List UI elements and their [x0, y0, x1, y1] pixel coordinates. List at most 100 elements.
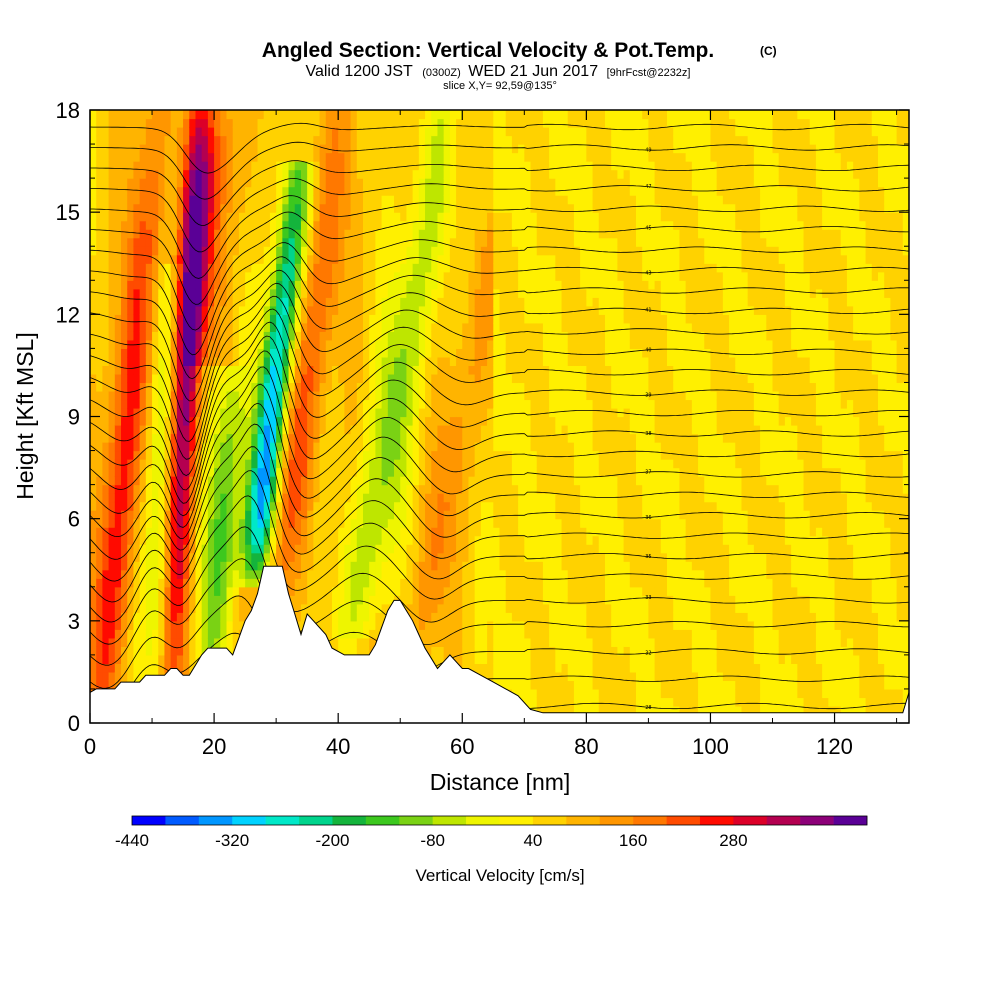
velocity-cell	[145, 203, 153, 213]
velocity-cell	[263, 271, 271, 281]
velocity-cell	[493, 671, 501, 682]
velocity-cell	[480, 229, 488, 239]
velocity-cell	[468, 620, 476, 630]
velocity-cell	[487, 467, 494, 477]
velocity-cell	[412, 220, 420, 230]
velocity-cell	[232, 229, 240, 239]
velocity-cell	[449, 425, 457, 435]
velocity-cell	[511, 297, 519, 307]
velocity-cell	[325, 356, 333, 367]
velocity-cell	[183, 425, 190, 435]
velocity-cell	[325, 459, 333, 469]
velocity-cell	[152, 663, 159, 673]
velocity-cell	[325, 152, 333, 162]
velocity-cell	[108, 459, 116, 469]
velocity-cell	[201, 493, 209, 503]
velocity-cell	[176, 612, 184, 622]
velocity-cell	[189, 110, 197, 120]
velocity-cell	[443, 586, 451, 596]
velocity-cell	[431, 169, 439, 179]
velocity-cell	[158, 314, 166, 324]
velocity-cell	[294, 110, 302, 120]
velocity-cell	[176, 110, 184, 120]
velocity-cell	[406, 331, 414, 341]
velocity-cell	[487, 646, 494, 656]
velocity-cell	[207, 416, 215, 426]
velocity-cell	[96, 356, 103, 367]
velocity-cell	[381, 510, 389, 520]
velocity-cell	[158, 169, 166, 179]
velocity-cell	[344, 382, 352, 392]
velocity-cell	[139, 280, 147, 290]
velocity-cell	[176, 373, 184, 384]
velocity-cell	[114, 246, 122, 256]
velocity-cell	[294, 476, 302, 486]
velocity-cell	[381, 382, 389, 392]
velocity-cell	[474, 569, 482, 579]
velocity-cell	[108, 127, 116, 137]
velocity-cell	[226, 237, 234, 247]
velocity-cell	[381, 271, 389, 281]
velocity-cell	[437, 144, 445, 154]
velocity-cell	[331, 493, 339, 503]
velocity-cell	[499, 467, 507, 477]
velocity-cell	[251, 365, 259, 375]
velocity-cell	[462, 178, 470, 188]
velocity-cell	[406, 544, 414, 554]
velocity-cell	[307, 535, 314, 545]
velocity-cell	[511, 212, 519, 222]
velocity-cell	[90, 382, 97, 392]
velocity-cell	[121, 135, 128, 145]
velocity-cell	[443, 416, 451, 426]
velocity-cell	[480, 612, 488, 622]
velocity-cell	[226, 569, 234, 579]
velocity-cell	[468, 586, 476, 596]
velocity-cell	[251, 501, 259, 511]
velocity-cell	[189, 348, 197, 358]
velocity-cell	[238, 237, 246, 247]
velocity-cell	[443, 220, 451, 230]
velocity-cell	[499, 493, 507, 503]
velocity-cell	[449, 280, 457, 290]
velocity-cell	[232, 356, 240, 367]
velocity-cell	[145, 135, 153, 145]
velocity-cell	[412, 425, 420, 435]
velocity-cell	[456, 518, 463, 528]
velocity-cell	[189, 118, 197, 128]
velocity-cell	[369, 535, 376, 545]
velocity-cell	[406, 220, 414, 230]
velocity-cell	[313, 561, 321, 571]
velocity-cell	[232, 561, 240, 571]
velocity-cell	[232, 186, 240, 196]
velocity-cell	[226, 637, 234, 647]
velocity-cell	[456, 425, 463, 435]
velocity-cell	[257, 493, 265, 503]
velocity-cell	[431, 586, 439, 596]
velocity-cell	[474, 612, 482, 622]
velocity-cell	[214, 603, 221, 613]
velocity-cell	[214, 399, 221, 409]
velocity-cell	[505, 331, 513, 341]
velocity-cell	[363, 476, 370, 486]
velocity-cell	[102, 467, 110, 477]
velocity-cell	[350, 297, 358, 307]
velocity-cell	[90, 195, 97, 205]
velocity-cell	[400, 127, 408, 137]
velocity-cell	[108, 603, 116, 613]
velocity-cell	[102, 331, 110, 341]
velocity-cell	[245, 110, 252, 120]
velocity-cell	[375, 578, 383, 588]
velocity-cell	[313, 476, 321, 486]
velocity-cell	[381, 169, 389, 179]
velocity-cell	[102, 629, 110, 639]
velocity-cell	[176, 527, 184, 537]
velocity-cell	[363, 246, 370, 256]
velocity-cell	[102, 442, 110, 452]
velocity-cell	[133, 442, 141, 452]
velocity-cell	[214, 203, 221, 213]
velocity-cell	[375, 561, 383, 571]
velocity-cell	[350, 407, 358, 418]
velocity-cell	[456, 331, 463, 341]
velocity-cell	[418, 186, 426, 196]
velocity-cell	[325, 220, 333, 230]
